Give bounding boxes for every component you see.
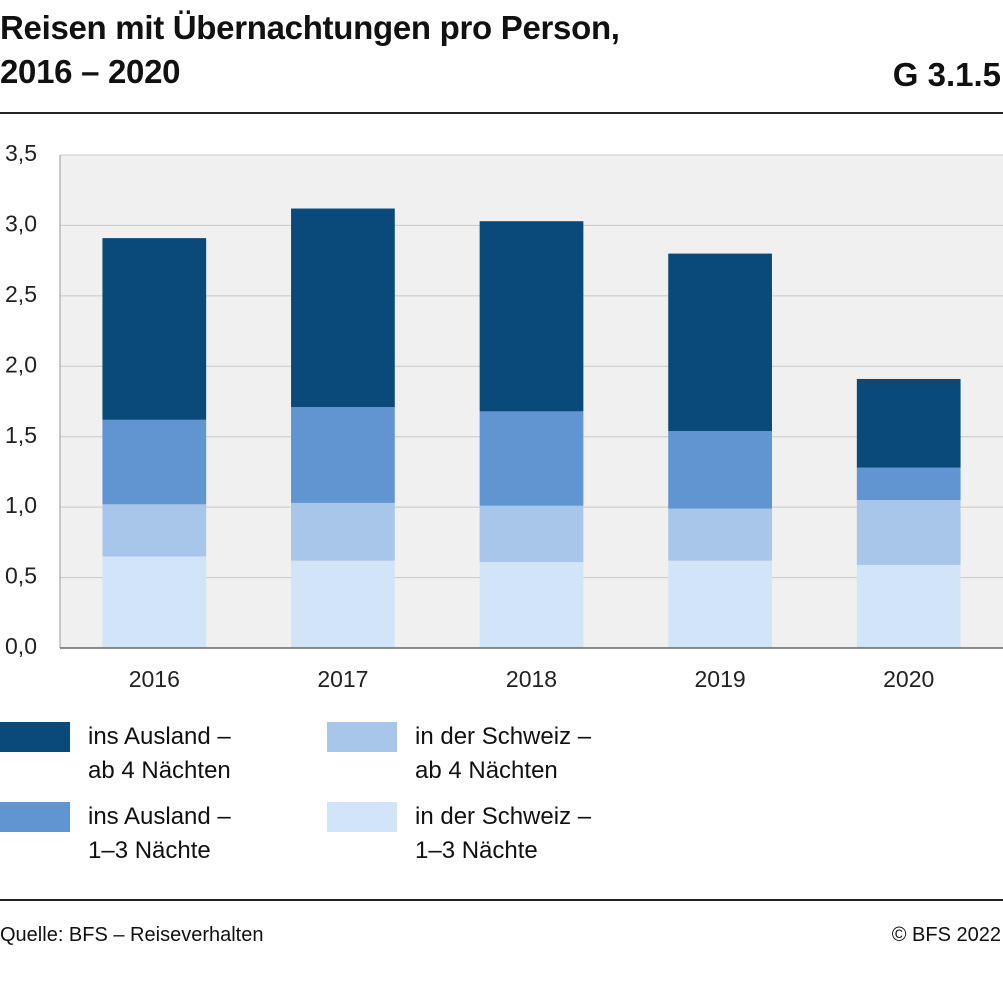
y-tick-label: 0,5 xyxy=(5,563,37,589)
chart-id: G 3.1.5 xyxy=(892,56,1001,93)
x-tick-label: 2018 xyxy=(506,666,557,692)
bar-segment xyxy=(291,208,395,408)
source: Quelle: BFS – Reiseverhalten xyxy=(0,924,264,946)
bar-segment xyxy=(291,502,395,561)
chart-title: Reisen mit Übernachtungen pro Person, 20… xyxy=(0,9,620,90)
legend-label: in der Schweiz – ab 4 Nächten xyxy=(415,723,592,784)
bar-segment xyxy=(668,560,772,648)
y-tick-label: 2,0 xyxy=(5,351,37,377)
x-tick-label: 2016 xyxy=(129,666,180,692)
bar-segment xyxy=(856,467,961,501)
bar-segment xyxy=(102,419,207,505)
rule xyxy=(0,112,1003,114)
x-tick-label: 2017 xyxy=(317,666,368,692)
bar-segment xyxy=(856,500,961,565)
bar-segment xyxy=(856,378,961,468)
bar-segment xyxy=(102,504,207,557)
bar-segment xyxy=(668,431,772,509)
x-tick-label: 2020 xyxy=(883,666,934,692)
legend-swatch xyxy=(327,722,397,752)
y-tick-label: 3,5 xyxy=(5,140,37,166)
bar-segment xyxy=(102,556,207,648)
bar-segment xyxy=(668,508,772,561)
y-tick-label: 0,0 xyxy=(5,633,37,659)
x-tick-label: 2019 xyxy=(695,666,746,692)
bar-segment xyxy=(291,407,395,503)
legend-swatch xyxy=(0,802,70,832)
bar-segment xyxy=(102,238,207,420)
bar-segment xyxy=(479,562,584,648)
y-tick-label: 1,5 xyxy=(5,422,37,448)
bar-segment xyxy=(479,411,584,506)
legend-label: in der Schweiz – 1–3 Nächte xyxy=(415,803,592,864)
bar-segment xyxy=(479,221,584,412)
rule xyxy=(0,899,1003,901)
legend-label: ins Ausland – 1–3 Nächte xyxy=(88,803,231,864)
copyright: © BFS 2022 xyxy=(891,924,1001,946)
bar-segment xyxy=(856,564,961,648)
bar-segment xyxy=(668,253,772,432)
y-tick-label: 3,0 xyxy=(5,211,37,237)
y-tick-label: 2,5 xyxy=(5,281,37,307)
chart: 0,0 0,5 1,0 1,5 2,0 2,5 3,0 3,5 2016 2017 2018 2019… xyxy=(5,140,1003,692)
bar-segment xyxy=(291,560,395,648)
legend-swatch xyxy=(0,722,70,752)
bar-segment xyxy=(479,505,584,563)
y-tick-label: 1,0 xyxy=(5,492,37,518)
legend-label: ins Ausland – ab 4 Nächten xyxy=(88,723,231,784)
legend-swatch xyxy=(327,802,397,832)
